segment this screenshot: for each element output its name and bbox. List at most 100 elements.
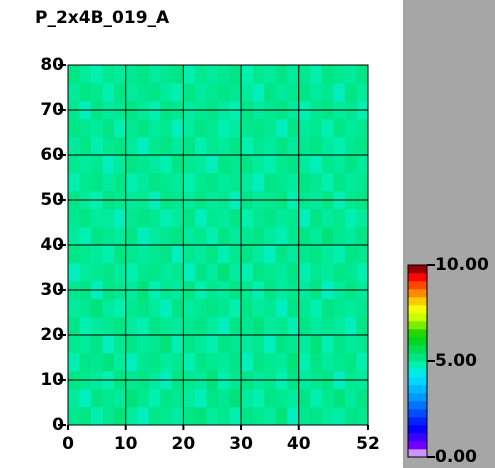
colorbar-tick-label: 0.00 — [435, 447, 477, 467]
heat-cell — [287, 83, 300, 102]
heat-cell — [194, 263, 207, 282]
heat-cell — [102, 389, 115, 408]
heat-cell — [183, 335, 196, 354]
heat-cell — [356, 119, 369, 138]
heat-cell — [171, 389, 184, 408]
heat-cell — [333, 353, 346, 372]
heat-cell — [114, 65, 126, 84]
heat-cell — [229, 119, 242, 138]
heat-cell — [229, 407, 242, 426]
heat-cell — [310, 335, 323, 354]
heat-cell — [321, 299, 334, 318]
heat-cell — [344, 83, 357, 102]
colorbar-band — [408, 369, 427, 378]
heat-cell — [264, 227, 276, 246]
y-tick-label: 10 — [40, 370, 64, 390]
heat-cell — [206, 299, 219, 318]
heat-cell — [252, 353, 265, 372]
heat-cell — [333, 299, 346, 318]
heat-cell — [310, 263, 323, 282]
heat-cell — [252, 389, 265, 408]
heat-cell — [275, 353, 288, 372]
heat-cell — [137, 335, 150, 354]
y-tick-label: 0 — [52, 415, 64, 435]
heat-cell — [68, 155, 80, 174]
heat-cell — [333, 155, 346, 174]
heat-cell — [356, 173, 369, 192]
heat-cell — [310, 407, 323, 426]
heat-cell — [91, 209, 103, 228]
heat-cell — [287, 137, 300, 156]
heat-cell — [264, 389, 276, 408]
x-tick-label: 20 — [172, 434, 196, 454]
heat-cell — [171, 335, 184, 354]
heat-cell — [252, 83, 265, 102]
colorbar-band — [408, 401, 427, 410]
heat-cell — [229, 245, 242, 264]
heat-cell — [218, 353, 230, 372]
heat-cell — [137, 227, 150, 246]
heat-cell — [310, 119, 323, 138]
heat-cell — [344, 227, 357, 246]
heat-cell — [333, 389, 346, 408]
heat-cell — [160, 245, 173, 264]
heat-cell — [252, 227, 265, 246]
heat-cell — [68, 227, 80, 246]
heat-cell — [275, 245, 288, 264]
colorbar-band — [408, 337, 427, 346]
heat-cell — [91, 407, 103, 426]
colorbar-band — [408, 441, 427, 450]
heat-cell — [68, 119, 80, 138]
heat-cell — [344, 299, 357, 318]
heat-cell — [298, 209, 311, 228]
heat-cell — [91, 335, 103, 354]
heat-cell — [298, 299, 311, 318]
heat-cell — [310, 209, 323, 228]
heat-cell — [183, 389, 196, 408]
heat-cell — [160, 65, 173, 84]
colorbar-band — [408, 273, 427, 282]
heat-cell — [298, 65, 311, 84]
heat-cell — [252, 209, 265, 228]
heat-cell — [298, 173, 311, 192]
heat-cell — [68, 389, 80, 408]
heat-cell — [321, 317, 334, 336]
heat-cell — [194, 119, 207, 138]
heat-cell — [148, 299, 161, 318]
heat-cell — [171, 227, 184, 246]
heat-cell — [275, 407, 288, 426]
heat-cell — [321, 83, 334, 102]
heat-cell — [287, 209, 300, 228]
heat-cell — [183, 353, 196, 372]
heat-cell — [206, 173, 219, 192]
heat-cell — [91, 83, 103, 102]
heat-cell — [114, 389, 126, 408]
heat-cell — [148, 227, 161, 246]
heat-cell — [137, 299, 150, 318]
heat-cell — [333, 137, 346, 156]
heat-cell — [206, 65, 219, 84]
heat-cell — [287, 299, 300, 318]
heat-cell — [275, 335, 288, 354]
heat-cell — [194, 335, 207, 354]
colorbar-band — [408, 321, 427, 330]
heat-cell — [252, 119, 265, 138]
heat-cell — [102, 299, 115, 318]
heat-cell — [114, 83, 126, 102]
heat-cell — [194, 173, 207, 192]
heat-cell — [218, 317, 230, 336]
heat-cell — [79, 173, 92, 192]
heat-cell — [148, 119, 161, 138]
heat-cell — [137, 155, 150, 174]
heat-cell — [183, 137, 196, 156]
heat-cell — [125, 263, 138, 282]
heat-cell — [321, 119, 334, 138]
heat-cell — [137, 65, 150, 84]
heat-cell — [321, 353, 334, 372]
heat-cell — [125, 407, 138, 426]
y-tick-label: 60 — [40, 145, 64, 165]
heat-cell — [241, 335, 253, 354]
heat-cell — [218, 83, 230, 102]
heat-cell — [114, 407, 126, 426]
heat-cell — [102, 119, 115, 138]
